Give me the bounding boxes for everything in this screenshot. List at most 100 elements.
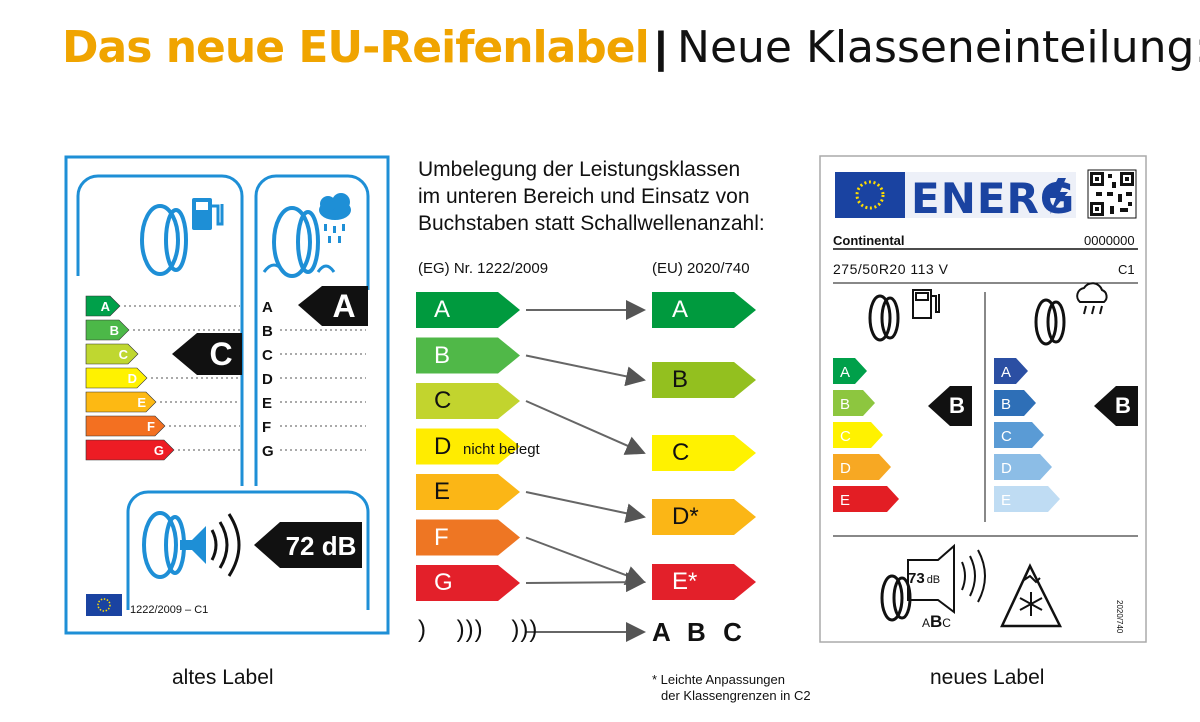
brand-name: Continental [833,233,905,248]
new-wet-class-arrow-c [994,422,1044,448]
new-wet-class-label-a: A [1001,364,1011,381]
class-mapping-line [525,491,646,524]
old-class-label-d: D [434,432,452,460]
fuel-pump-icon [192,198,224,230]
snowflake-mountain-icon [1000,563,1063,628]
new-wet-class-arrow-b [994,390,1036,416]
new-fuel-class-arrow-e [833,486,899,512]
new-fuel-class-label-c: C [840,428,851,445]
new-fuel-class-label-e: E [840,492,850,509]
new-fuel-class-label-b: B [840,396,850,413]
noise-panel [126,490,370,610]
new-class-label-3: D* [672,503,699,530]
new-rain-cloud-icon [1076,282,1108,315]
energy-label-word: ENERG [911,174,1076,223]
new-fuel-class-arrow-c [833,422,883,448]
not-assigned-note: nicht belegt [463,441,540,458]
noise-wave-2: ))) [456,616,484,643]
new-class-arrow-2 [652,435,756,471]
new-wet-class-label-c: C [1001,428,1012,445]
old-fuel-class-arrow-c [85,343,139,365]
old-fuel-class-arrow-b [85,319,130,341]
new-fuel-class-arrow-b [833,390,875,416]
new-label-caption: neues Label [930,666,1045,689]
new-class-label-1: B [672,366,689,393]
old-fuel-class-arrow-e [85,391,157,413]
noise-class-a: A [652,617,670,647]
page-title: Das neue EU-Reifenlabel | Neue Klasseneint… [62,22,1200,73]
old-fuel-class-label-a: A [101,299,111,314]
footnote-line-1: * Leichte Anpassungen [652,672,785,687]
old-wet-rating-arrow [298,286,368,326]
new-noise-tyre-icon [880,574,912,622]
old-fuel-class-label-e: E [137,395,146,410]
fuel-panel [76,174,244,486]
fuel-tyre-icon [140,204,188,276]
old-fuel-class-label-c: C [119,347,129,362]
old-wet-class-label-b: B [262,323,273,340]
new-class-arrow-4 [652,564,756,600]
old-class-label-c: C [434,387,452,414]
new-fuel-class-arrow-a [833,358,867,384]
new-wet-class-arrow-a [994,358,1028,384]
new-wet-tyre-icon [1034,298,1066,346]
new-class-label-0: A [672,296,689,323]
eu-flag-icon [86,594,122,616]
old-wet-class-label-a: A [262,299,273,316]
title-bold: Das neue EU-Reifenlabel [62,22,650,73]
intro-line-1: Umbelegung der Leistungsklassen [418,158,741,181]
new-fuel-class-label-a: A [840,364,850,381]
intro-line-2: im unteren Bereich und Einsatz von [418,185,750,208]
title-light: Neue Klasseneinteilung: [677,22,1200,73]
qr-code-icon [1087,169,1137,219]
old-class-label-a: A [434,296,451,323]
noise-class-c: C [723,617,742,647]
old-fuel-class-label-f: F [147,419,155,434]
eu-flag-large-icon [835,172,905,218]
new-label-regulation: 2020/740 [1115,600,1124,634]
old-noise-value: 72 dB [285,531,357,561]
wet-panel [254,174,370,486]
old-wet-class-label-e: E [262,395,272,412]
noise-class-b: B [687,617,706,647]
old-class-arrow-g [416,565,520,601]
old-fuel-rating: C [209,336,233,372]
old-class-label-b: B [434,341,451,369]
old-class-arrow-a [416,292,520,328]
new-wet-class-arrow-d [994,454,1052,480]
footnote: * Leichte Anpassungen der Klassengrenzen… [652,672,811,704]
old-class-label-e: E [434,478,451,505]
new-wet-class-label-d: D [1001,460,1012,477]
new-fuel-pump-icon [912,289,940,319]
old-class-arrow-f [416,519,520,556]
new-fuel-class-arrow-d [833,454,891,480]
old-fuel-class-arrow-a [85,295,121,317]
old-class-arrow-b [416,337,520,374]
old-fuel-rating-arrow [172,333,242,375]
new-fuel-class-label-d: D [840,460,851,477]
energy-bolt-icon [1048,178,1068,214]
new-wet-class-label-b: B [1001,396,1011,413]
old-noise-value-arrow [254,522,362,568]
old-fuel-class-label-b: B [110,323,119,338]
new-noise-value: 73 dB [908,570,940,587]
noise-db-unit: dB [926,574,941,586]
new-regulation-heading: (EU) 2020/740 [652,260,750,277]
new-class-arrow-1 [652,362,756,398]
new-wet-class-label-e: E [1001,492,1011,509]
noise-wave-1: ) [418,616,427,643]
old-class-arrow-d [416,428,520,465]
noise-class-small-c: C [942,616,951,630]
new-class-arrow-3 [652,499,756,535]
new-fuel-tyre-icon [868,294,900,342]
old-class-label-f: F [434,523,449,551]
old-fuel-class-arrow-f [85,415,166,437]
class-mapping-line [525,572,646,593]
old-class-arrow-c [416,383,520,419]
noise-db-value: 73 [908,570,925,587]
title-separator: | [654,23,668,72]
old-wet-rating: A [332,288,356,324]
noise-class-small-a: A [922,616,931,630]
